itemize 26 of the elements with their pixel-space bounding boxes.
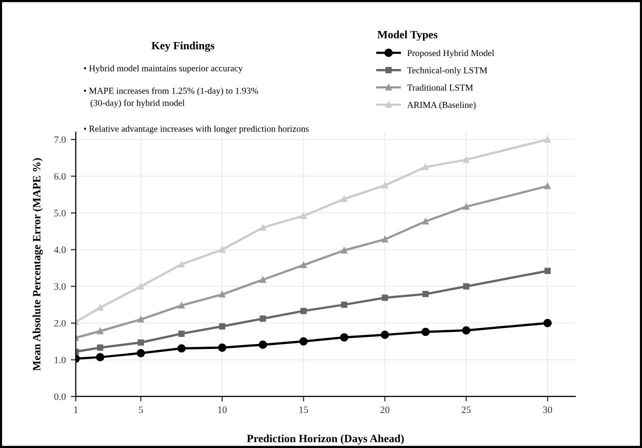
y-tick-label: 1.0	[54, 356, 66, 364]
x-tick-label: 5	[138, 406, 143, 414]
y-tick-label: 3.0	[54, 283, 66, 290]
y-axis-title: Mean Absolute Percentage Error (MAPE %)	[32, 158, 43, 371]
x-tick-label: 15	[300, 406, 308, 414]
text: • Hybrid model maintains superior accuracy	[84, 64, 243, 74]
legend-label: Technical-only LSTM	[407, 67, 488, 76]
x-tick-label: 30	[543, 406, 552, 414]
text: Key Findings	[152, 42, 214, 52]
y-tick-label: 0.0	[54, 393, 66, 400]
x-axis-title: Prediction Horizon (Days Ahead)	[246, 434, 404, 445]
legend-title: Model Types	[377, 30, 438, 41]
annotation: • Relative advantage increases with longer prediction horizons	[84, 125, 309, 134]
y-tick-label: 2.0	[54, 320, 66, 327]
y-tick-label: 7.0	[54, 136, 66, 144]
legend-label: Proposed Hybrid Model	[407, 50, 494, 58]
text: • MAPE increases from 1.25% (1-day) to 1.93% (30-day) for hybrid model	[84, 87, 258, 108]
x-tick-label: 1	[74, 406, 78, 413]
y-tick-label: 4.0	[54, 246, 66, 254]
legend-label: ARIMA (Baseline)	[407, 102, 476, 110]
x-tick-label: 10	[218, 406, 227, 414]
x-tick-label: 20	[380, 406, 390, 414]
x-tick-label: 25	[462, 406, 471, 414]
y-tick-label: 6.0	[54, 173, 66, 180]
y-tick-label: 5.0	[54, 210, 66, 216]
legend-label: Traditional LSTM	[407, 84, 473, 91]
